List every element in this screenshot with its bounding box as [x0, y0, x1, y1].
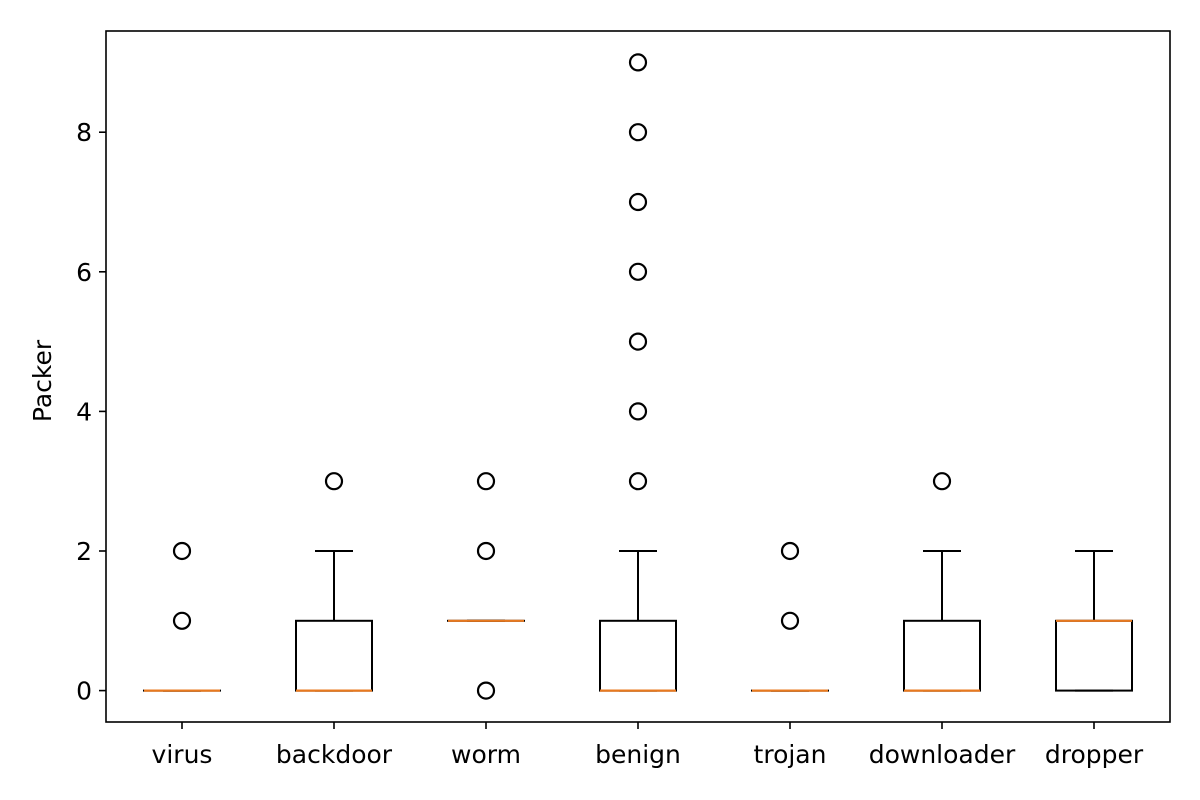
x-tick-label-backdoor: backdoor — [276, 740, 393, 769]
outlier-point — [476, 681, 496, 700]
y-axis-title: Packer — [28, 339, 57, 422]
x-tick-label-dropper: dropper — [1045, 740, 1144, 769]
x-tick-label-benign: benign — [595, 740, 681, 769]
box-virus — [143, 541, 221, 692]
box-worm — [447, 472, 525, 700]
box-benign — [599, 53, 677, 692]
outlier-point — [324, 472, 344, 491]
outlier-point — [476, 541, 496, 561]
outlier-point — [628, 192, 648, 212]
outlier-point — [172, 611, 192, 630]
y-tick-label: 0 — [76, 677, 92, 706]
x-tick-label-downloader: downloader — [869, 740, 1016, 769]
y-tick-label: 4 — [76, 397, 92, 426]
outlier-point — [780, 541, 800, 561]
y-tick-label: 6 — [76, 258, 92, 287]
outlier-point — [628, 402, 648, 421]
outlier-point — [628, 472, 648, 491]
x-tick-label-trojan: trojan — [754, 740, 827, 769]
box-trojan — [751, 541, 829, 692]
y-tick-label: 2 — [76, 537, 92, 566]
x-tick-label-virus: virus — [152, 740, 213, 769]
outlier-point — [476, 472, 496, 491]
boxes-layer — [143, 53, 1133, 700]
outlier-point — [628, 53, 648, 72]
outlier-point — [628, 262, 648, 281]
x-tick-label-worm: worm — [451, 740, 521, 769]
outlier-point — [628, 332, 648, 351]
y-axis: 0 2 4 6 8 — [76, 118, 106, 706]
outlier-point — [628, 123, 648, 142]
x-axis: virus backdoor worm benign trojan downloader d… — [152, 722, 1144, 769]
box-downloader — [903, 472, 981, 692]
box-dropper — [1055, 549, 1133, 692]
outlier-point — [932, 472, 952, 491]
y-tick-label: 8 — [76, 118, 92, 147]
box-backdoor — [295, 472, 373, 692]
outlier-point — [172, 541, 192, 561]
outlier-point — [780, 611, 800, 630]
